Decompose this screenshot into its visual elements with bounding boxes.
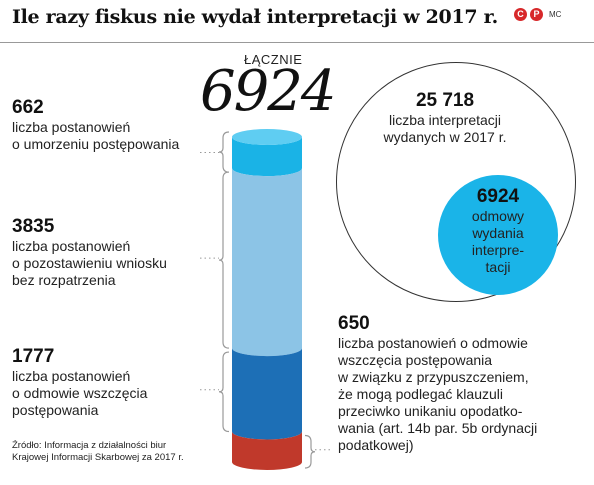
refusals-circle-text: 6924 odmowy wydania interpre- tacji [448, 186, 548, 276]
brace-klauzula [304, 434, 316, 469]
segment-label-pozostawienie: 3835 liczba postanowień o pozostawieniu … [12, 216, 167, 289]
segment-label-klauzula: 650 liczba postanowień o odmowie wszczęc… [338, 313, 537, 454]
interpretations-value: 25 718 [415, 90, 475, 111]
refusals-desc-line: interpre- [471, 242, 525, 258]
interpretations-desc-line: liczba interpretacji [388, 112, 502, 128]
interpretations-desc-line: wydanych w 2017 r. [383, 129, 507, 145]
segment-desc-line: podatkowej) [338, 437, 414, 453]
title-divider [0, 42, 594, 43]
cylinder-top-cap [232, 129, 302, 145]
author-initials: MC [549, 10, 562, 19]
segment-desc-line: że mogą podlegać klauzuli [338, 386, 503, 402]
total-value: 6924 [200, 59, 337, 124]
refusals-desc-line: tacji [485, 259, 511, 275]
segment-desc-line: przeciwko unikaniu opodatko- [338, 403, 523, 419]
refusals-circle [438, 175, 558, 295]
interpretations-circle-text: 25 718 liczba interpretacji wydanych w 2… [360, 90, 530, 146]
cylinder-segment-umorzenie [232, 137, 302, 177]
copyright-c-icon: C [514, 8, 527, 21]
total-label: ŁĄCZNIE [244, 52, 303, 67]
cylinder-segment-klauzula [232, 431, 302, 470]
cylinder-segment-odmowa [232, 348, 302, 440]
segment-label-umorzenie: 662 liczba postanowień o umorzeniu postę… [12, 97, 179, 153]
segment-desc-line: liczba postanowień [12, 119, 131, 135]
segment-desc-line: wszczęcia postępowania [338, 352, 493, 368]
source-line: Krajowej Informacji Skarbowej za 2017 r. [12, 452, 184, 463]
segment-label-odmowa: 1777 liczba postanowień o odmowie wszczę… [12, 346, 147, 419]
segment-value: 1777 [12, 346, 55, 367]
brace-odmowa [218, 351, 230, 433]
cylinder-segment-pozostawienie [232, 168, 302, 357]
segment-value: 3835 [12, 216, 55, 237]
segment-desc-line: o odmowie wszczęcia [12, 385, 148, 401]
copyright-p-icon: P [530, 8, 543, 21]
segment-desc-line: w związku z przypuszczeniem, [338, 369, 529, 385]
segment-desc-line: liczba postanowień [12, 368, 131, 384]
segment-value: 662 [12, 97, 44, 118]
source-line: Źródło: Informacja z działalności biur [12, 440, 167, 451]
segment-desc-line: liczba postanowień o odmowie [338, 335, 528, 351]
segment-desc-line: o pozostawieniu wniosku [12, 255, 167, 271]
refusals-desc-line: odmowy [471, 208, 525, 224]
brace-pozostawienie [218, 171, 230, 349]
brace-umorzenie [218, 131, 230, 173]
segment-desc-line: postępowania [12, 402, 99, 418]
refusals-value: 6924 [476, 186, 520, 207]
source-note: Źródło: Informacja z działalności biur K… [12, 440, 184, 464]
segment-desc-line: o umorzeniu postępowania [12, 136, 180, 152]
chart-title: Ile razy fiskus nie wydał interpretacji … [12, 6, 498, 28]
refusals-desc-line: wydania [472, 225, 524, 241]
publisher-logo: C P MC [514, 8, 561, 21]
segment-desc-line: liczba postanowień [12, 238, 131, 254]
segment-desc-line: bez rozpatrzenia [12, 272, 116, 288]
segment-desc-line: wania (art. 14b par. 5b ordynacji [338, 420, 538, 436]
segment-value: 650 [338, 313, 370, 334]
